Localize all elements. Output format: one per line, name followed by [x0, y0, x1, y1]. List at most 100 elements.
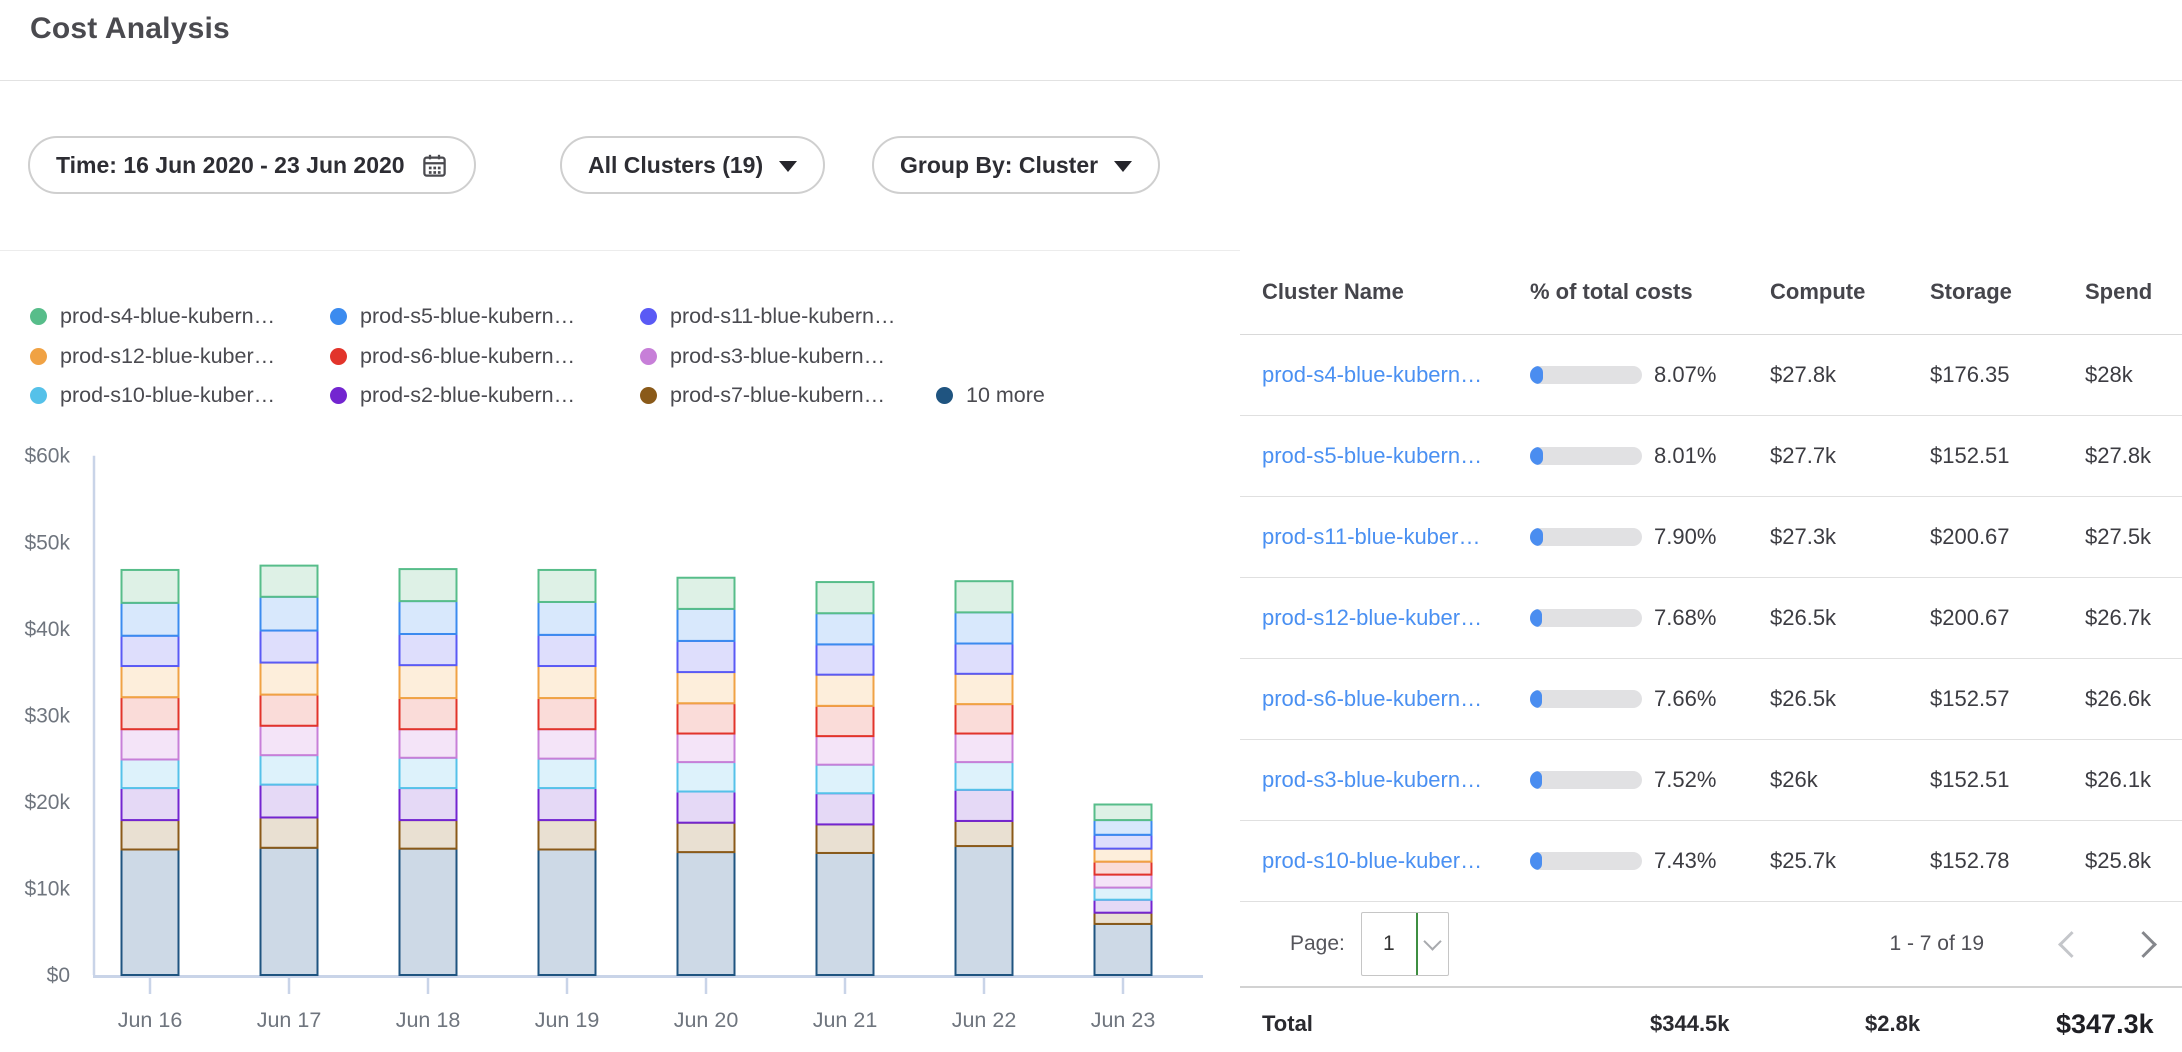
cost-stacked-bar-chart[interactable]: $0 $10k $20k $30k $40k $50k $60k Jun 16 Jun 17 Ju…: [0, 432, 1230, 1032]
time-range-filter[interactable]: Time: 16 Jun 2020 - 23 Jun 2020: [28, 136, 476, 194]
svg-text:$20k: $20k: [24, 791, 70, 814]
table-row: prod-s6-blue-kubern… 7.66% $26.5k $152.5…: [1240, 659, 2182, 740]
legend-item[interactable]: prod-s10-blue-kuber…: [30, 381, 275, 409]
spend-value: $27.5k: [2085, 524, 2152, 549]
legend-label: prod-s5-blue-kubern…: [360, 303, 576, 328]
pagination-range: 1 - 7 of 19: [1889, 932, 1984, 955]
svg-text:$50k: $50k: [24, 531, 70, 554]
clusters-filter-label: All Clusters (19): [588, 151, 764, 178]
col-header-cluster-name: Cluster Name: [1262, 279, 1404, 304]
pct-value: 7.66%: [1654, 686, 1717, 711]
compute-value: $27.8k: [1770, 362, 1837, 387]
svg-text:Jun 19: Jun 19: [535, 1008, 600, 1032]
legend-item[interactable]: prod-s12-blue-kuber…: [30, 342, 275, 370]
page-select-cursor: [1415, 913, 1418, 975]
table-row: prod-s3-blue-kubern… 7.52% $26k $152.51 …: [1240, 740, 2182, 821]
group-by-filter[interactable]: Group By: Cluster: [872, 136, 1161, 194]
page-title: Cost Analysis: [30, 12, 230, 45]
spend-value: $26.1k: [2085, 767, 2152, 792]
col-header-compute: Compute: [1770, 279, 1866, 304]
table-row: prod-s11-blue-kuber… 7.90% $27.3k $200.6…: [1240, 497, 2182, 578]
cluster-name-link[interactable]: prod-s10-blue-kuber…: [1262, 848, 1483, 873]
legend-item[interactable]: 10 more: [936, 381, 1045, 409]
storage-value: $152.51: [1930, 767, 2010, 792]
legend-label: 10 more: [966, 382, 1045, 407]
compute-value: $27.3k: [1770, 524, 1837, 549]
svg-text:$60k: $60k: [24, 445, 70, 468]
prev-page-button[interactable]: [2048, 924, 2088, 964]
table-row: prod-s12-blue-kuber… 7.68% $26.5k $200.6…: [1240, 578, 2182, 659]
pct-value: 7.43%: [1654, 848, 1717, 873]
svg-text:Jun 17: Jun 17: [257, 1008, 322, 1032]
total-spend: $347.3k: [2056, 1008, 2154, 1039]
legend-label: prod-s2-blue-kubern…: [360, 382, 576, 407]
cluster-name-link[interactable]: prod-s5-blue-kubern…: [1262, 443, 1483, 468]
legend-item[interactable]: prod-s11-blue-kubern…: [640, 302, 895, 330]
svg-text:Jun 22: Jun 22: [952, 1008, 1017, 1032]
pct-bar: [1530, 366, 1642, 384]
cluster-name-link[interactable]: prod-s12-blue-kuber…: [1262, 605, 1483, 630]
legend-dot: [30, 347, 47, 365]
table-row: prod-s5-blue-kubern… 8.01% $27.7k $152.5…: [1240, 416, 2182, 497]
storage-value: $200.67: [1930, 605, 2010, 630]
spend-value: $28k: [2085, 362, 2133, 387]
page-select[interactable]: 1: [1360, 912, 1449, 976]
clusters-filter[interactable]: All Clusters (19): [560, 136, 826, 194]
total-compute: $344.5k: [1650, 1011, 1730, 1036]
legend-dot: [30, 307, 47, 325]
time-range-label: Time: 16 Jun 2020 - 23 Jun 2020: [56, 151, 405, 178]
pct-bar: [1530, 852, 1642, 870]
total-row: Total $344.5k $2.8k $347.3k: [1240, 988, 2182, 1052]
legend-label: prod-s11-blue-kubern…: [670, 303, 896, 328]
col-header-pct: % of total costs: [1530, 279, 1693, 304]
svg-text:Jun 21: Jun 21: [813, 1008, 878, 1032]
svg-text:Jun 23: Jun 23: [1091, 1008, 1156, 1032]
svg-text:Jun 20: Jun 20: [674, 1008, 739, 1032]
col-header-spend: Spend: [2085, 279, 2153, 304]
pct-value: 7.90%: [1654, 524, 1717, 549]
legend-item[interactable]: prod-s4-blue-kubern…: [30, 302, 275, 330]
svg-text:$40k: $40k: [24, 618, 70, 641]
compute-value: $27.7k: [1770, 443, 1837, 468]
calendar-icon: [421, 152, 448, 179]
pagination-bar: Page: 1 1 - 7 of 19: [1240, 902, 2182, 988]
legend-item[interactable]: prod-s5-blue-kubern…: [330, 302, 575, 330]
pct-bar: [1530, 609, 1642, 627]
legend-label: prod-s6-blue-kubern…: [360, 343, 576, 368]
legend-dot: [640, 386, 657, 404]
table-row: prod-s10-blue-kuber… 7.43% $25.7k $152.7…: [1240, 821, 2182, 902]
legend-dot: [936, 386, 953, 404]
legend-item[interactable]: prod-s7-blue-kubern…: [640, 381, 885, 409]
legend-dot: [30, 386, 47, 404]
pct-value: 8.07%: [1654, 362, 1717, 387]
cluster-name-link[interactable]: prod-s6-blue-kubern…: [1262, 686, 1483, 711]
cluster-cost-table: Cluster Name % of total costs Compute St…: [1240, 250, 2182, 1052]
cluster-name-link[interactable]: prod-s4-blue-kubern…: [1262, 362, 1483, 387]
svg-text:Jun 18: Jun 18: [396, 1008, 461, 1032]
chart-canvas: $0 $10k $20k $30k $40k $50k $60k Jun 16 Jun 17 Ju…: [24, 445, 1203, 1032]
svg-text:$30k: $30k: [24, 704, 70, 727]
header-divider: [0, 80, 2182, 81]
pct-bar: [1530, 447, 1642, 465]
next-page-button[interactable]: [2126, 924, 2166, 964]
total-storage: $2.8k: [1865, 1011, 1921, 1036]
cluster-name-link[interactable]: prod-s3-blue-kubern…: [1262, 767, 1483, 792]
section-divider: [0, 250, 2182, 251]
spend-value: $27.8k: [2085, 443, 2152, 468]
compute-value: $26.5k: [1770, 686, 1837, 711]
storage-value: $152.51: [1930, 443, 2010, 468]
chevron-down-icon: [1418, 931, 1448, 951]
svg-text:Jun 16: Jun 16: [118, 1008, 183, 1032]
legend-label: prod-s3-blue-kubern…: [670, 343, 886, 368]
legend-item[interactable]: prod-s6-blue-kubern…: [330, 342, 575, 370]
storage-value: $152.78: [1930, 848, 2010, 873]
legend-dot: [640, 307, 657, 325]
chevron-left-icon: [2057, 930, 2085, 958]
legend-item[interactable]: prod-s3-blue-kubern…: [640, 342, 885, 370]
legend-item[interactable]: prod-s2-blue-kubern…: [330, 381, 575, 409]
pct-value: 8.01%: [1654, 443, 1717, 468]
pct-bar: [1530, 528, 1642, 546]
cluster-name-link[interactable]: prod-s11-blue-kuber…: [1262, 524, 1481, 549]
table-row: prod-s4-blue-kubern… 8.07% $27.8k $176.3…: [1240, 335, 2182, 416]
